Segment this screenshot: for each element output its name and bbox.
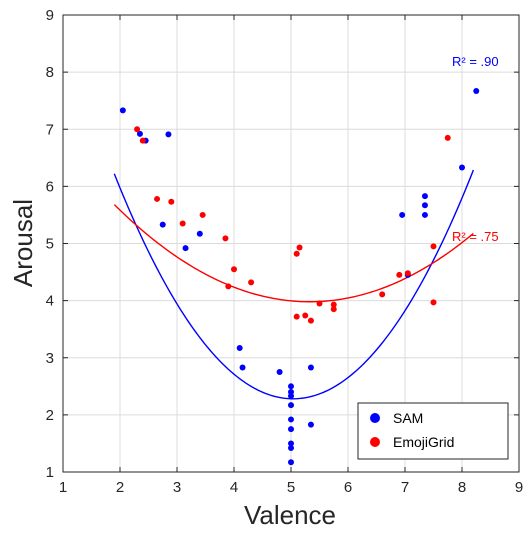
point-sam xyxy=(136,130,143,137)
point-emojigrid xyxy=(222,235,229,242)
legend-label-sam: SAM xyxy=(393,410,423,426)
y-tick-label: 7 xyxy=(46,121,54,138)
y-axis-title: Arousal xyxy=(8,199,38,287)
point-sam xyxy=(165,131,172,138)
y-tick-label: 6 xyxy=(46,178,54,195)
point-emojigrid xyxy=(330,301,337,308)
fit-curve-sam xyxy=(113,169,475,400)
point-emojigrid xyxy=(330,306,337,313)
point-sam xyxy=(399,211,406,218)
point-sam xyxy=(288,393,294,400)
point-emojigrid xyxy=(139,137,146,144)
point-sam xyxy=(159,221,166,228)
point-sam xyxy=(196,230,203,237)
r2-label-emojigrid: R² = .75 xyxy=(452,229,499,244)
point-sam xyxy=(288,445,294,452)
x-tick-label: 8 xyxy=(458,479,466,496)
y-tick-label: 3 xyxy=(46,350,54,367)
point-emojigrid xyxy=(248,279,255,286)
point-sam xyxy=(288,426,294,433)
axes: 1 2 3 4 5 6 7 8 9 1 2 3 4 5 6 7 8 9 xyxy=(46,7,524,496)
point-sam xyxy=(239,364,246,371)
point-emojigrid xyxy=(404,270,411,277)
point-emojigrid xyxy=(444,134,451,141)
point-sam xyxy=(236,345,243,352)
legend-label-emojigrid: EmojiGrid xyxy=(393,434,454,450)
point-sam xyxy=(307,364,314,371)
point-emojigrid xyxy=(379,291,386,298)
r2-label-sam: R² = .90 xyxy=(452,54,499,69)
point-sam xyxy=(288,459,294,466)
fit-curve-emojigrid xyxy=(113,204,474,303)
point-emojigrid xyxy=(293,313,300,320)
point-sam xyxy=(421,211,428,218)
point-sam xyxy=(288,416,294,423)
y-tick-label: 4 xyxy=(46,293,54,310)
point-sam xyxy=(459,164,465,171)
y-tick-label: 9 xyxy=(46,7,54,24)
y-tick-label: 1 xyxy=(46,464,54,481)
point-emojigrid xyxy=(430,243,437,250)
point-sam xyxy=(182,245,189,252)
x-tick-label: 5 xyxy=(287,479,295,496)
point-sam xyxy=(119,107,126,114)
point-emojigrid xyxy=(231,266,237,273)
x-tick-label: 7 xyxy=(401,479,409,496)
y-tick-label: 2 xyxy=(46,407,54,424)
point-sam xyxy=(421,193,428,200)
point-emojigrid xyxy=(396,271,403,278)
data-points xyxy=(119,87,480,466)
x-tick-label: 9 xyxy=(515,479,523,496)
plot-frame xyxy=(62,14,520,473)
legend-box xyxy=(357,402,509,460)
point-emojigrid xyxy=(225,283,232,290)
point-emojigrid xyxy=(307,317,314,324)
x-tick-label: 1 xyxy=(59,479,67,496)
point-emojigrid xyxy=(179,220,186,227)
y-tick-label: 5 xyxy=(46,236,54,253)
point-emojigrid xyxy=(302,312,309,319)
legend: SAM EmojiGrid xyxy=(357,402,509,460)
point-sam xyxy=(276,369,283,376)
point-emojigrid xyxy=(134,126,141,133)
point-emojigrid xyxy=(154,195,161,202)
point-emojigrid xyxy=(168,198,175,205)
point-emojigrid xyxy=(199,211,206,218)
point-sam xyxy=(473,87,480,94)
fit-curves xyxy=(113,169,475,400)
legend-marker-emojigrid xyxy=(370,437,380,447)
point-sam xyxy=(288,402,294,409)
point-sam xyxy=(307,421,314,428)
x-tick-label: 2 xyxy=(116,479,124,496)
point-emojigrid xyxy=(430,299,437,306)
x-tick-label: 4 xyxy=(230,479,238,496)
legend-marker-sam xyxy=(370,413,380,423)
point-emojigrid xyxy=(296,244,303,251)
x-tick-label: 3 xyxy=(173,479,181,496)
x-axis-title: Valence xyxy=(244,500,336,530)
point-emojigrid xyxy=(293,250,300,257)
point-emojigrid xyxy=(316,300,323,307)
point-sam xyxy=(288,383,294,390)
y-tick-label: 8 xyxy=(46,64,54,81)
point-sam xyxy=(421,202,428,209)
x-tick-label: 6 xyxy=(344,479,352,496)
point-sam xyxy=(288,440,294,447)
